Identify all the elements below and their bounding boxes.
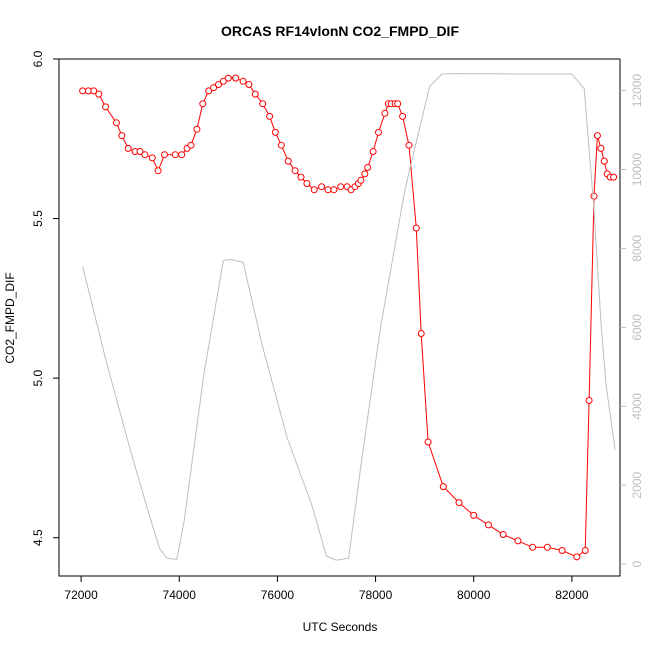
x-tick-label: 76000 — [261, 588, 295, 602]
co2-data-point — [199, 100, 207, 108]
co2-data-point — [514, 537, 522, 545]
x-tick-label: 82000 — [555, 588, 589, 602]
co2-data-point — [375, 128, 382, 136]
co2-data-point — [219, 77, 227, 85]
co2-data-point — [245, 81, 253, 88]
y2-tick-label: 4000 — [630, 393, 644, 420]
co2-data-point — [297, 173, 305, 181]
co2-data-point — [239, 77, 247, 85]
co2-data-point — [291, 167, 299, 175]
co2-data-point — [79, 87, 87, 95]
co2-data-point — [357, 176, 365, 184]
co2-data-point — [277, 141, 285, 149]
co2-data-point — [141, 151, 149, 159]
co2-data-point — [124, 144, 132, 152]
co2-data-point — [558, 547, 566, 554]
co2-data-point — [361, 170, 369, 178]
co2-data-point — [399, 112, 407, 120]
co2-data-point — [205, 87, 213, 95]
co2-data-point — [215, 81, 222, 88]
co2-data-point — [266, 112, 274, 120]
x-tick-label: 78000 — [359, 588, 393, 602]
co2-data-point — [95, 90, 103, 98]
chart-title: ORCAS RF14vlonN CO2_FMPD_DIF — [221, 23, 459, 39]
co2-data-point — [178, 151, 186, 159]
co2-data-point — [470, 511, 478, 519]
co2-data-point — [337, 183, 345, 191]
co2-data-point — [405, 141, 413, 149]
y-tick-label: 5.0 — [31, 369, 45, 386]
y-tick-label: 4.5 — [31, 529, 45, 546]
co2-data-point — [251, 90, 259, 98]
x-tick-label: 80000 — [457, 588, 491, 602]
y-tick-label: 5.5 — [31, 210, 45, 227]
co2-data-point — [102, 103, 110, 111]
axes-layer: 72000 74000 76000 78000 80000 820004.55.05.56… — [31, 50, 644, 602]
co2-data-point — [232, 74, 240, 82]
co2-data-point — [210, 84, 218, 92]
x-axis-label: UTC Seconds — [303, 620, 378, 634]
co2-data-point — [369, 148, 377, 155]
co2-data-point — [590, 192, 598, 200]
co2-data-point — [259, 100, 267, 108]
co2-data-point — [324, 186, 332, 194]
co2-data-point — [112, 119, 120, 127]
co2-data-point — [455, 499, 463, 507]
co2-series-line — [82, 77, 614, 558]
y2-tick-label: 12000 — [630, 74, 644, 108]
co2-data-point — [417, 330, 425, 337]
plot-frame — [58, 58, 621, 577]
co2-data-point — [330, 186, 338, 194]
co2-data-point — [593, 132, 601, 140]
co2-data-point — [118, 132, 126, 140]
co2-data-point — [394, 100, 402, 108]
x-tick-label: 74000 — [163, 588, 197, 602]
co2-data-point — [90, 87, 98, 95]
co2-data-point — [581, 547, 589, 554]
y-axis-label: CO2_FMPD_DIF — [3, 272, 17, 363]
y2-tick-label: 0 — [630, 561, 644, 568]
co2-data-point — [485, 521, 492, 529]
x-tick-label: 72000 — [64, 588, 98, 602]
y2-tick-label: 10000 — [630, 152, 644, 186]
co2-data-point — [424, 438, 432, 446]
co2-data-point — [381, 109, 389, 117]
y-tick-label: 6.0 — [31, 50, 45, 67]
co2-data-point — [573, 553, 581, 561]
co2-data-point — [600, 157, 608, 165]
series-layer — [79, 73, 618, 561]
co2-data-point — [187, 141, 195, 149]
co2-data-point — [318, 183, 326, 191]
co2-data-point — [597, 144, 605, 152]
co2-data-point — [193, 125, 201, 133]
co2-data-point — [154, 167, 162, 175]
co2-data-point — [310, 186, 318, 194]
co2-data-point — [136, 148, 144, 155]
co2-data-point — [610, 173, 618, 181]
co2-data-point — [439, 483, 447, 491]
altitude-series-line — [82, 73, 616, 561]
co2-data-point — [303, 180, 311, 187]
co2-data-point — [499, 531, 507, 538]
co2-data-point — [364, 164, 372, 171]
co2-data-point — [224, 74, 232, 82]
co2-data-point — [271, 128, 279, 136]
y2-tick-label: 2000 — [630, 472, 644, 499]
co2-data-point — [412, 224, 420, 232]
co2-data-point — [161, 151, 168, 159]
co2-data-point — [148, 154, 156, 162]
co2-data-point — [284, 157, 292, 165]
y2-tick-label: 6000 — [630, 314, 644, 341]
co2-data-point — [543, 543, 551, 551]
y2-tick-label: 8000 — [630, 235, 644, 262]
co2-data-point — [171, 151, 179, 159]
co2-data-point — [585, 397, 593, 404]
co2-data-point — [529, 543, 537, 551]
